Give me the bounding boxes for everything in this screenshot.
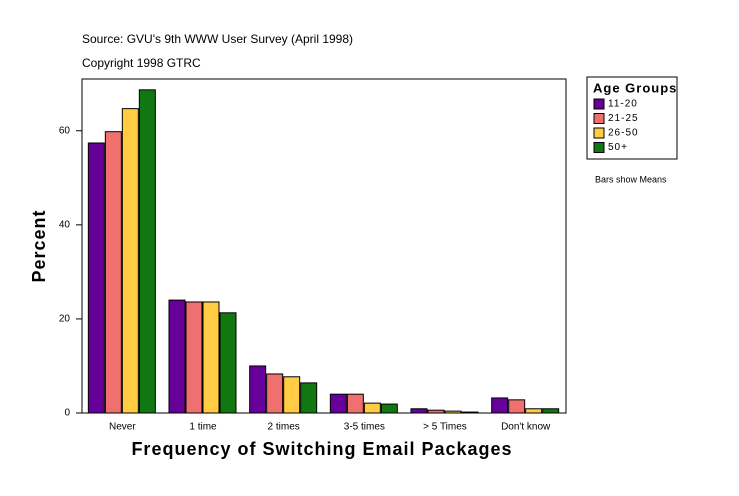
x-tick-label: > 5 Times [423,422,467,433]
chart-subtitle: Copyright 1998 GTRC [82,56,201,70]
y-tick-label: 20 [59,314,71,325]
y-tick-label: 60 [59,125,71,136]
x-tick-label: 2 times [268,422,300,433]
bar [87,142,105,414]
legend-swatch [593,142,605,153]
bar [461,411,479,414]
bar [363,402,381,414]
bar [410,408,428,414]
bar [380,403,398,414]
y-axis-label: Percent [29,209,49,282]
bar [168,299,186,414]
bar [542,408,560,414]
bar [283,376,301,414]
bar [508,399,526,414]
bar [346,393,364,414]
bar [300,382,318,414]
bar [491,397,509,414]
x-tick-label: Don't know [501,422,551,433]
bar [121,108,139,414]
legend-swatch [593,127,605,139]
x-tick-label: Never [109,422,136,433]
legend-swatch [593,98,605,110]
plot-frame [81,78,567,414]
bar [138,89,156,414]
y-tick-label: 0 [64,408,70,419]
x-axis-label: Frequency of Switching Email Packages [131,439,512,459]
bar [525,408,543,414]
legend-label: 50+ [608,142,628,153]
x-tick-label: 1 time [189,422,217,433]
bar [219,312,237,414]
bar [202,301,220,414]
legend-label: 21-25 [608,113,639,124]
bar [249,365,267,414]
bar [185,301,203,414]
legend-label: 26-50 [608,128,639,139]
legend-swatch [593,113,605,124]
bar [427,409,445,414]
note: Bars show Means [595,174,667,184]
bar [444,410,462,414]
y-tick-label: 40 [59,219,71,230]
legend-title: Age Groups [593,80,677,95]
bar [329,393,347,414]
legend-label: 11-20 [608,99,638,110]
x-tick-label: 3-5 times [344,422,385,433]
bar [104,131,122,414]
bar [266,373,284,414]
chart-title: Source: GVU's 9th WWW User Survey (April… [82,32,353,46]
